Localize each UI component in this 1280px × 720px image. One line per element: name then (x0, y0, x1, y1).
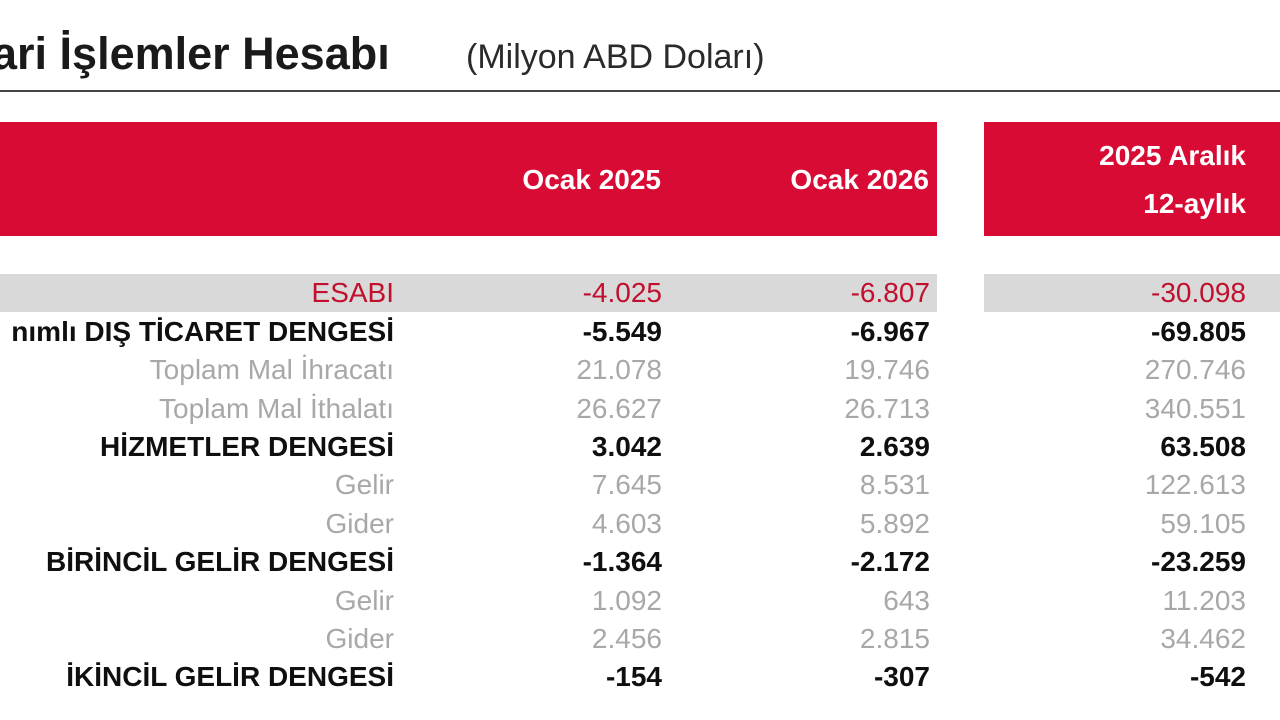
value-ocak-2025: 1.092 (591, 585, 662, 616)
column-header-12-month-line1: 2025 Aralık (1099, 140, 1246, 171)
value-ocak-2026: 19.746 (844, 354, 930, 385)
value-12-month: 340.551 (1144, 393, 1246, 424)
value-ocak-2026: 5.892 (859, 508, 930, 539)
row-label: Toplam Mal İthalatı (159, 393, 394, 424)
value-12-month: -542 (1189, 661, 1246, 692)
row-label: Gelir (334, 585, 394, 616)
value-12-month: 122.613 (1144, 469, 1246, 500)
title-main: ari İşlemler Hesabı (0, 28, 390, 79)
table-row: Gider 2.456 2.815 34.462 (0, 620, 1280, 658)
row-label: Toplam Mal İhracatı (149, 354, 394, 385)
value-ocak-2026: -6.807 (850, 277, 930, 308)
highlight-band-left (0, 274, 937, 312)
column-header-ocak-2025: Ocak 2025 (522, 164, 661, 195)
table-row: Gelir 7.645 8.531 122.613 (0, 466, 1280, 504)
value-ocak-2025: 21.078 (576, 354, 662, 385)
value-ocak-2025: 3.042 (591, 431, 662, 462)
value-ocak-2026: -2.172 (850, 546, 930, 577)
title-divider (0, 90, 1280, 92)
value-ocak-2025: -4.025 (582, 277, 662, 308)
table-row: İKİNCİL GELİR DENGESİ -154 -307 -542 (0, 658, 1280, 696)
row-label: HİZMETLER DENGESİ (99, 431, 394, 462)
row-label: BİRİNCİL GELİR DENGESİ (46, 546, 394, 577)
header-band-left: Ocak 2025 Ocak 2026 (0, 122, 937, 236)
value-ocak-2025: 2.456 (591, 623, 662, 654)
value-12-month: -69.805 (1151, 316, 1246, 347)
row-label: ESABI (311, 277, 394, 308)
value-ocak-2025: 26.627 (576, 393, 662, 424)
table-row: ESABI -4.025 -6.807 -30.098 (0, 274, 1280, 312)
column-header-12-month-line2: 12-aylık (1143, 188, 1246, 219)
value-ocak-2026: -307 (873, 661, 930, 692)
row-label: Gelir (334, 469, 394, 500)
row-label: Gider (325, 623, 394, 654)
row-label: İKİNCİL GELİR DENGESİ (66, 661, 394, 692)
column-header-ocak-2026: Ocak 2026 (790, 164, 929, 195)
value-ocak-2026: 8.531 (859, 469, 930, 500)
value-ocak-2025: -1.364 (582, 546, 662, 577)
value-ocak-2026: 2.639 (859, 431, 930, 462)
header-band-right: 2025 Aralık 12-aylık (984, 122, 1280, 236)
title-unit: (Milyon ABD Doları) (466, 38, 765, 76)
value-12-month: 63.508 (1160, 431, 1246, 462)
table-row: Toplam Mal İthalatı 26.627 26.713 340.55… (0, 390, 1280, 428)
table-row: Gelir 1.092 643 11.203 (0, 582, 1280, 620)
table-row: Gider 4.603 5.892 59.105 (0, 505, 1280, 543)
value-ocak-2025: -5.549 (582, 316, 662, 347)
value-ocak-2025: 7.645 (591, 469, 662, 500)
value-12-month: 59.105 (1160, 508, 1246, 539)
value-ocak-2025: -154 (605, 661, 662, 692)
value-ocak-2025: 4.603 (591, 508, 662, 539)
table-row: Toplam Mal İhracatı 21.078 19.746 270.74… (0, 351, 1280, 389)
table-row: HİZMETLER DENGESİ 3.042 2.639 63.508 (0, 428, 1280, 466)
value-12-month: -30.098 (1151, 277, 1246, 308)
table-row: nımlı DIŞ TİCARET DENGESİ -5.549 -6.967 … (0, 313, 1280, 351)
value-12-month: 34.462 (1160, 623, 1246, 654)
value-12-month: -23.259 (1151, 546, 1246, 577)
highlight-band-right (984, 274, 1280, 312)
table-row: BİRİNCİL GELİR DENGESİ -1.364 -2.172 -23… (0, 543, 1280, 581)
row-label: nımlı DIŞ TİCARET DENGESİ (11, 316, 394, 347)
value-ocak-2026: -6.967 (850, 316, 930, 347)
row-label: Gider (325, 508, 394, 539)
value-ocak-2026: 26.713 (844, 393, 930, 424)
value-12-month: 11.203 (1162, 585, 1246, 616)
value-12-month: 270.746 (1144, 354, 1246, 385)
value-ocak-2026: 2.815 (859, 623, 930, 654)
value-ocak-2026: 643 (883, 585, 930, 616)
